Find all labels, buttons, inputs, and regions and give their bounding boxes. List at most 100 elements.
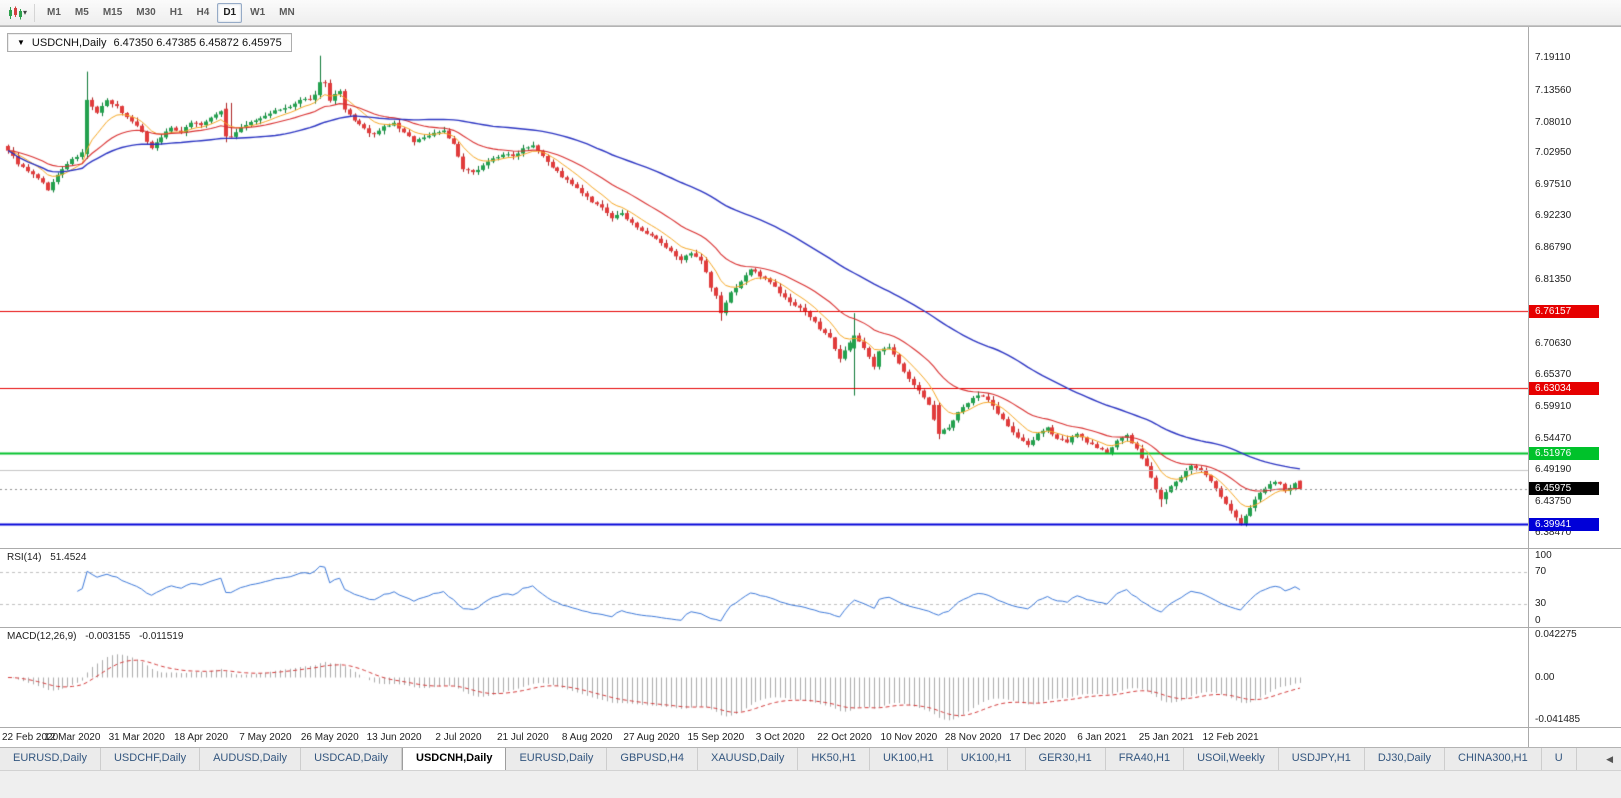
date-axis-label: 27 Aug 2020 bbox=[623, 732, 680, 743]
rsi-axis-label: 30 bbox=[1535, 597, 1547, 609]
date-axis-label: 2 Jul 2020 bbox=[435, 732, 482, 743]
chart-tab-hk50-h1[interactable]: HK50,H1 bbox=[798, 748, 870, 770]
date-axis-label: 17 Dec 2020 bbox=[1009, 732, 1066, 743]
price-axis-label: 7.08010 bbox=[1535, 117, 1572, 129]
timeframe-button-mn[interactable]: MN bbox=[273, 3, 301, 23]
date-axis-label: 3 Oct 2020 bbox=[755, 732, 805, 743]
timeframe-button-w1[interactable]: W1 bbox=[244, 3, 271, 23]
date-axis-label: 25 Jan 2021 bbox=[1138, 732, 1194, 743]
chart-tab-china300-h1[interactable]: CHINA300,H1 bbox=[1445, 748, 1542, 770]
date-axis-label: 7 May 2020 bbox=[239, 732, 292, 743]
date-axis-label: 22 Feb 2020 bbox=[2, 732, 59, 743]
macd-axis-label: -0.041485 bbox=[1535, 714, 1581, 726]
chart-tab-usdcad-daily[interactable]: USDCAD,Daily bbox=[301, 748, 403, 770]
date-axis-label: 18 Apr 2020 bbox=[174, 732, 229, 743]
chart-quote-ohlc: 6.47350 6.47385 6.45872 6.45975 bbox=[113, 36, 282, 49]
chart-type-icon[interactable] bbox=[5, 3, 25, 23]
timeframe-button-h1[interactable]: H1 bbox=[164, 3, 189, 23]
price-axis-label: 6.70630 bbox=[1535, 337, 1572, 349]
level-price-tag: 6.76157 bbox=[1529, 304, 1599, 318]
level-price-tag: 6.63034 bbox=[1529, 381, 1599, 395]
macd-indicator-canvas[interactable] bbox=[0, 628, 1528, 727]
chart-tab-uk100-h1[interactable]: UK100,H1 bbox=[870, 748, 948, 770]
macd-name: MACD(12,26,9) bbox=[7, 631, 77, 642]
chart-tab-usdjpy-h1[interactable]: USDJPY,H1 bbox=[1279, 748, 1365, 770]
price-axis-label: 7.02950 bbox=[1535, 147, 1572, 159]
status-bar bbox=[0, 770, 1621, 798]
timeframe-button-m15[interactable]: M15 bbox=[97, 3, 128, 23]
toolbar-separator bbox=[34, 3, 36, 22]
rsi-indicator-canvas[interactable] bbox=[0, 549, 1528, 627]
price-axis-label: 6.54470 bbox=[1535, 432, 1572, 444]
chart-tab-fra40-h1[interactable]: FRA40,H1 bbox=[1106, 748, 1185, 770]
macd-signal-value: -0.011519 bbox=[139, 631, 184, 642]
price-axis-label: 6.43750 bbox=[1535, 495, 1572, 507]
date-axis-label: 8 Aug 2020 bbox=[561, 732, 613, 743]
current-price-tag: 6.45975 bbox=[1529, 482, 1599, 496]
level-price-tag: 6.51976 bbox=[1529, 446, 1599, 460]
rsi-name: RSI(14) bbox=[7, 552, 42, 563]
chart-tab-ger30-h1[interactable]: GER30,H1 bbox=[1026, 748, 1106, 770]
price-axis-label: 6.38470 bbox=[1535, 527, 1572, 538]
timeframe-button-m5[interactable]: M5 bbox=[69, 3, 95, 23]
chart-tab-usoil-weekly[interactable]: USOil,Weekly bbox=[1184, 748, 1279, 770]
chart-tab-xauusd-daily[interactable]: XAUUSD,Daily bbox=[698, 748, 799, 770]
date-axis-label: 31 Mar 2020 bbox=[108, 732, 165, 743]
macd-axis-label: 0.00 bbox=[1535, 671, 1555, 683]
chart-tab-gbpusd-h4[interactable]: GBPUSD,H4 bbox=[607, 748, 698, 770]
chart-tab-eurusd-daily[interactable]: EURUSD,Daily bbox=[0, 748, 101, 770]
chart-tab-eurusd-daily[interactable]: EURUSD,Daily bbox=[506, 748, 608, 770]
timeframe-button-h4[interactable]: H4 bbox=[191, 3, 216, 23]
timeframe-toolbar: ▾ M1 M5 M15 M30 H1 H4 D1 W1 MN bbox=[0, 0, 1621, 26]
timeframe-button-m30[interactable]: M30 bbox=[130, 3, 161, 23]
timeframe-buttons: M1 M5 M15 M30 H1 H4 D1 W1 MN bbox=[40, 2, 302, 23]
date-axis-label: 21 Jul 2020 bbox=[496, 732, 549, 743]
chart-symbol-label: USDCNH,Daily bbox=[31, 36, 107, 49]
pane-separator[interactable] bbox=[0, 727, 1621, 728]
date-axis-label: 12 Mar 2020 bbox=[44, 732, 101, 743]
date-axis-label: 12 Feb 2021 bbox=[1202, 732, 1259, 743]
price-axis-label: 6.65370 bbox=[1535, 368, 1572, 380]
timeframe-button-d1[interactable]: D1 bbox=[217, 2, 243, 23]
pane-separator[interactable] bbox=[0, 627, 1621, 628]
chart-tab-dj30-daily[interactable]: DJ30,Daily bbox=[1365, 748, 1446, 770]
price-axis-label: 6.49190 bbox=[1535, 463, 1572, 475]
chart-tab-audusd-daily[interactable]: AUDUSD,Daily bbox=[200, 748, 302, 770]
rsi-axis-label: 0 bbox=[1535, 615, 1541, 626]
macd-pane-label: MACD(12,26,9) -0.003155 -0.011519 bbox=[7, 631, 183, 642]
macd-main-value: -0.003155 bbox=[85, 631, 131, 642]
price-axis-border bbox=[1528, 27, 1529, 748]
date-axis-label: 26 May 2020 bbox=[300, 732, 359, 743]
pane-separator[interactable] bbox=[0, 548, 1621, 549]
macd-axis-label: 0.042275 bbox=[1535, 629, 1577, 640]
rsi-pane-label: RSI(14) 51.4524 bbox=[7, 552, 86, 563]
candlestick-chart-glyph bbox=[9, 6, 22, 19]
date-axis-label: 22 Oct 2020 bbox=[817, 732, 872, 743]
symbol-menu-icon[interactable]: ▼ bbox=[17, 38, 25, 47]
timeframe-button-m1[interactable]: M1 bbox=[41, 3, 67, 23]
chart-window: ▼ USDCNH,Daily 6.47350 6.47385 6.45872 6… bbox=[0, 26, 1621, 748]
price-axis-label: 6.86790 bbox=[1535, 242, 1572, 254]
chart-tab-uk100-h1[interactable]: UK100,H1 bbox=[948, 748, 1026, 770]
price-axis-label: 6.81350 bbox=[1535, 274, 1572, 286]
rsi-current-value: 51.4524 bbox=[50, 552, 87, 563]
price-axis-label: 6.59910 bbox=[1535, 400, 1572, 412]
date-axis-label: 10 Nov 2020 bbox=[880, 732, 938, 743]
date-axis-label: 28 Nov 2020 bbox=[944, 732, 1002, 743]
chart-tab-u[interactable]: U bbox=[1542, 748, 1577, 770]
chart-type-dropdown-icon[interactable]: ▾ bbox=[23, 8, 28, 17]
rsi-axis-label: 100 bbox=[1535, 550, 1552, 561]
date-axis-label: 15 Sep 2020 bbox=[687, 732, 745, 743]
price-axis-label: 6.97510 bbox=[1535, 179, 1572, 191]
price-axis-label: 7.13560 bbox=[1535, 84, 1572, 96]
price-chart-canvas[interactable] bbox=[0, 28, 1528, 548]
chart-tab-bar: EURUSD,Daily USDCHF,Daily AUDUSD,Daily USDC… bbox=[0, 747, 1621, 770]
date-axis-label: 13 Jun 2020 bbox=[366, 732, 422, 743]
level-price-tag: 6.39941 bbox=[1529, 517, 1599, 531]
price-axis-label: 6.92230 bbox=[1535, 210, 1572, 222]
price-axis-label: 7.19110 bbox=[1535, 52, 1571, 63]
chart-tab-usdchf-daily[interactable]: USDCHF,Daily bbox=[101, 748, 201, 770]
tab-scroll-left-icon[interactable]: ◀ bbox=[1603, 752, 1616, 766]
rsi-axis-label: 70 bbox=[1535, 566, 1547, 578]
chart-tab-usdcnh-daily[interactable]: USDCNH,Daily bbox=[402, 748, 507, 770]
